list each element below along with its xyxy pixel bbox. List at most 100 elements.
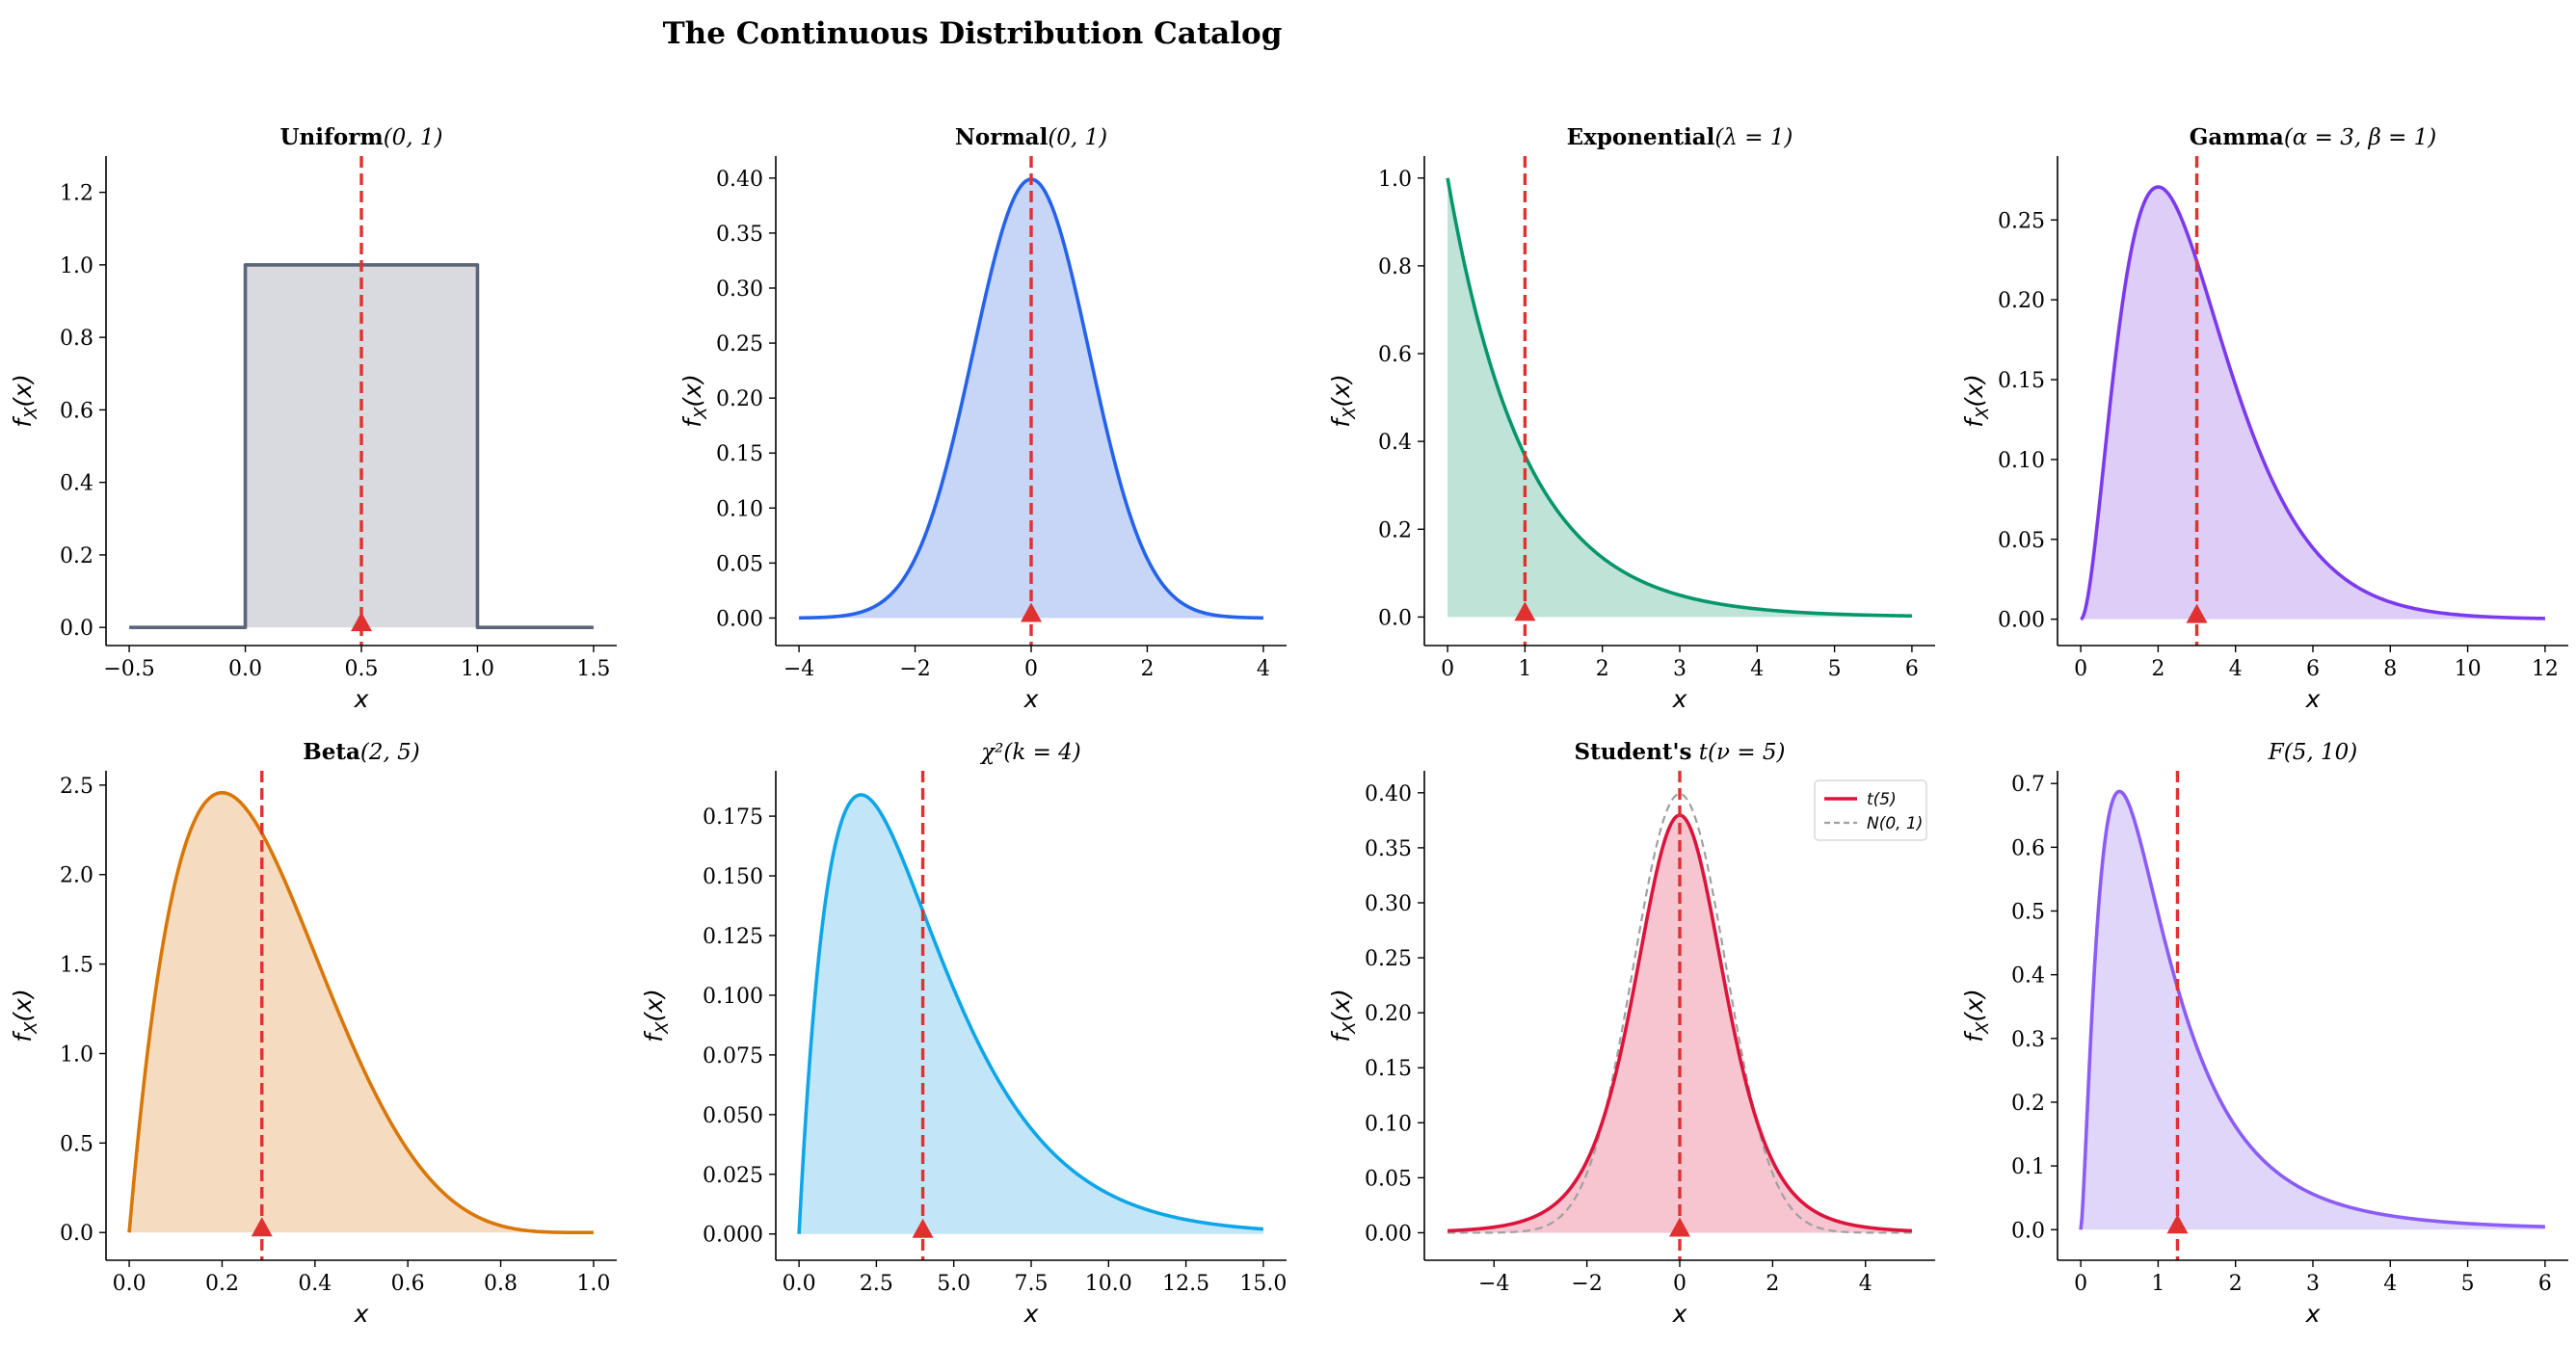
x-tick-label: 0.8	[484, 1272, 518, 1296]
x-tick-label: −4	[783, 657, 814, 681]
x-tick-label: 2	[1596, 657, 1609, 681]
legend-label: t(5)	[1867, 790, 1897, 809]
y-tick-label: 0.6	[60, 399, 93, 423]
panel-title: Normal(0, 1)	[955, 124, 1107, 150]
title-name: Beta	[303, 739, 360, 765]
legend: t(5) N(0, 1)	[1814, 779, 1927, 841]
y-tick-label: 0.8	[1378, 255, 1412, 279]
panel-student_t: −4 −2 0 2 4 0.00 0.05 0.10 0.15 0.20 0.25 0.30 0.35 0…	[1327, 739, 1935, 1328]
y-tick-label: 0.25	[1998, 209, 2045, 233]
x-tick-label: 2	[1140, 657, 1154, 681]
x-axis-label: x	[354, 685, 369, 713]
x-tick-label: 12.5	[1162, 1272, 1209, 1296]
y-tick-label: 1.0	[60, 1042, 93, 1067]
y-tick-label: 0.0	[60, 617, 93, 641]
y-tick-label: 0.00	[1998, 609, 2045, 633]
mean-marker	[251, 1217, 273, 1237]
y-label-arg: (x)	[1960, 989, 1988, 1021]
title-name: Exponential	[1567, 124, 1715, 150]
title-params: (0, 1)	[1048, 125, 1107, 150]
x-tick-label: 0.0	[783, 1272, 816, 1296]
x-tick-label: 0.2	[205, 1272, 239, 1296]
panel-title: χ²(k = 4)	[979, 740, 1081, 765]
mean-marker	[1021, 602, 1042, 622]
y-tick-label: 0.2	[60, 544, 93, 568]
y-axis-label: fX(x)	[1327, 374, 1360, 427]
x-tick-label: 2	[2229, 1272, 2243, 1296]
y-tick-label: 0.20	[1998, 289, 2045, 313]
x-tick-label: 15.0	[1239, 1272, 1287, 1296]
y-tick-label: 0.6	[2011, 836, 2045, 860]
title-params: χ²(k = 4)	[979, 740, 1081, 765]
pdf-area	[2081, 791, 2545, 1230]
y-label-sub: X	[691, 407, 711, 420]
y-tick-label: 0.4	[60, 472, 93, 496]
y-tick-label: 0.050	[703, 1104, 763, 1128]
title-params: t(ν = 5)	[1692, 740, 1786, 765]
x-tick-label: 7.5	[1015, 1272, 1049, 1296]
y-tick-label: 0.35	[716, 223, 763, 247]
y-tick-label: 1.0	[60, 254, 93, 278]
y-tick-label: 0.25	[1365, 947, 1412, 971]
x-tick-label: 0.0	[113, 1272, 146, 1296]
y-tick-label: 0.15	[1998, 369, 2045, 393]
pdf-curve	[2080, 185, 2546, 621]
x-tick-label: 4	[1750, 657, 1764, 681]
x-axis-label: x	[1023, 685, 1039, 713]
x-tick-label: 6	[2306, 657, 2320, 681]
panel-beta: 0.0 0.2 0.4 0.6 0.8 1.0 0.0 0.5 1.0 1.5 2.0 2.5 x fX(…	[9, 739, 617, 1328]
x-tick-label: 4	[2229, 657, 2243, 681]
x-tick-label: −0.5	[103, 657, 154, 681]
x-tick-label: 1.5	[576, 657, 610, 681]
y-axis-label: fX(x)	[678, 374, 711, 427]
x-tick-label: 0.5	[345, 657, 379, 681]
x-tick-label: 3	[1673, 657, 1686, 681]
panel-title: Exponential(λ = 1)	[1567, 124, 1793, 150]
y-tick-label: 2.0	[60, 864, 93, 888]
title-params: (α = 3, β = 1)	[2284, 125, 2436, 150]
x-tick-label: 4	[1859, 1272, 1872, 1296]
y-tick-label: 0.20	[1365, 1002, 1412, 1026]
x-tick-label: 0.4	[298, 1272, 332, 1296]
y-axis-label: fX(x)	[1327, 989, 1360, 1042]
x-tick-label: 0.6	[391, 1272, 425, 1296]
y-tick-label: 1.0	[1378, 168, 1412, 192]
x-tick-label: 4	[2383, 1272, 2397, 1296]
pdf-area	[129, 264, 594, 628]
x-axis-label: x	[2305, 1300, 2321, 1328]
y-tick-label: 0.10	[716, 497, 763, 521]
panel-title: Gamma(α = 3, β = 1)	[2190, 124, 2437, 150]
x-axis-label: x	[354, 1300, 369, 1328]
y-label-sub: X	[1973, 1021, 1993, 1035]
y-tick-label: 0.1	[2011, 1155, 2045, 1179]
y-label-arg: (x)	[1327, 374, 1355, 407]
y-tick-label: 0.0	[2011, 1219, 2045, 1243]
y-tick-label: 0.10	[1365, 1112, 1412, 1136]
title-name: Student's	[1574, 739, 1691, 765]
y-label-arg: (x)	[640, 989, 668, 1021]
x-tick-label: 2.5	[860, 1272, 893, 1296]
y-tick-label: 0.05	[716, 552, 763, 576]
legend-box	[1814, 779, 1927, 841]
y-tick-label: 0.075	[703, 1044, 763, 1069]
x-tick-label: 2	[2151, 657, 2164, 681]
y-tick-label: 0.5	[60, 1132, 93, 1156]
y-tick-label: 0.175	[703, 805, 763, 830]
y-tick-label: 0.0	[1378, 606, 1412, 630]
y-label-sub: X	[1973, 407, 1993, 420]
y-tick-label: 0.4	[1378, 431, 1412, 455]
y-axis-label: fX(x)	[1960, 374, 1993, 427]
y-tick-label: 0.025	[703, 1164, 763, 1188]
x-tick-label: 5	[2461, 1272, 2475, 1296]
x-tick-label: 12	[2532, 657, 2559, 681]
panel-title: F(5, 10)	[2268, 740, 2357, 765]
title-name: Normal	[955, 124, 1049, 150]
y-label-arg: (x)	[9, 374, 37, 407]
x-tick-label: 0	[1441, 657, 1454, 681]
y-label-arg: (x)	[9, 989, 37, 1021]
y-tick-label: 0.40	[716, 168, 763, 192]
title-params: (0, 1)	[384, 125, 443, 150]
title-name: Uniform	[279, 124, 383, 150]
y-label-arg: (x)	[1327, 989, 1355, 1021]
